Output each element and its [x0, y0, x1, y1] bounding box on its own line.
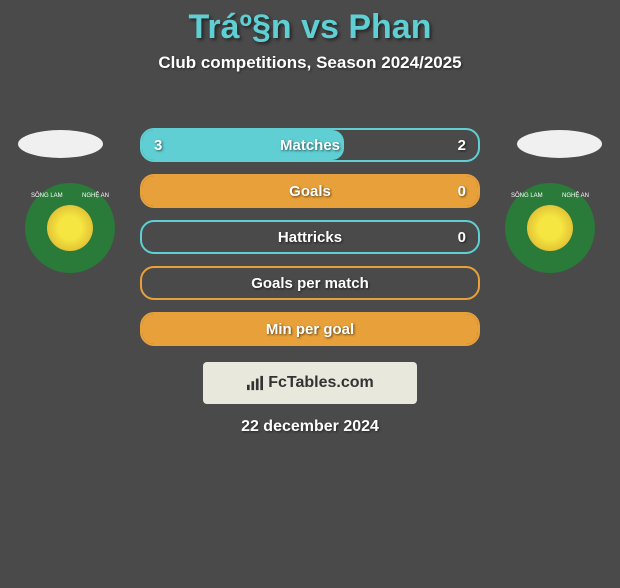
comparison-date: 22 december 2024	[0, 418, 620, 436]
stat-left-value: 3	[154, 137, 162, 154]
badge-text-right-1: SÔNG LAM	[511, 193, 543, 199]
badge-text-right-2: NGHỆ AN	[562, 193, 589, 199]
stat-row-matches: 3 Matches 2	[140, 128, 480, 162]
branding-text: FcTables.com	[268, 374, 374, 392]
stat-row-goals: Goals 0	[140, 174, 480, 208]
comparison-title: Tráº§n vs Phan	[0, 8, 620, 47]
branding-badge: FcTables.com	[203, 362, 417, 404]
stat-row-goals-per-match: Goals per match	[140, 266, 480, 300]
badge-text-left-2: NGHỆ AN	[82, 193, 109, 199]
stat-right-value: 0	[458, 183, 466, 200]
stat-row-hattricks: Hattricks 0	[140, 220, 480, 254]
stat-row-min-per-goal: Min per goal	[140, 312, 480, 346]
stats-container: 3 Matches 2 Goals 0 Hattricks 0 Goals per match…	[140, 128, 480, 358]
stat-right-value: 2	[458, 137, 466, 154]
stat-label: Goals	[289, 183, 331, 200]
chart-icon	[246, 375, 264, 391]
team-badge-left: SÔNG LAM NGHỆ AN	[20, 183, 120, 273]
comparison-subtitle: Club competitions, Season 2024/2025	[0, 53, 620, 73]
team-badge-right: SÔNG LAM NGHỆ AN	[500, 183, 600, 273]
stat-label: Hattricks	[278, 229, 342, 246]
badge-text-left-1: SÔNG LAM	[31, 193, 63, 199]
stat-label: Matches	[280, 137, 340, 154]
player-photo-left	[18, 130, 103, 158]
stat-right-value: 0	[458, 229, 466, 246]
player-photo-right	[517, 130, 602, 158]
stat-label: Goals per match	[251, 275, 369, 292]
stat-label: Min per goal	[266, 321, 354, 338]
